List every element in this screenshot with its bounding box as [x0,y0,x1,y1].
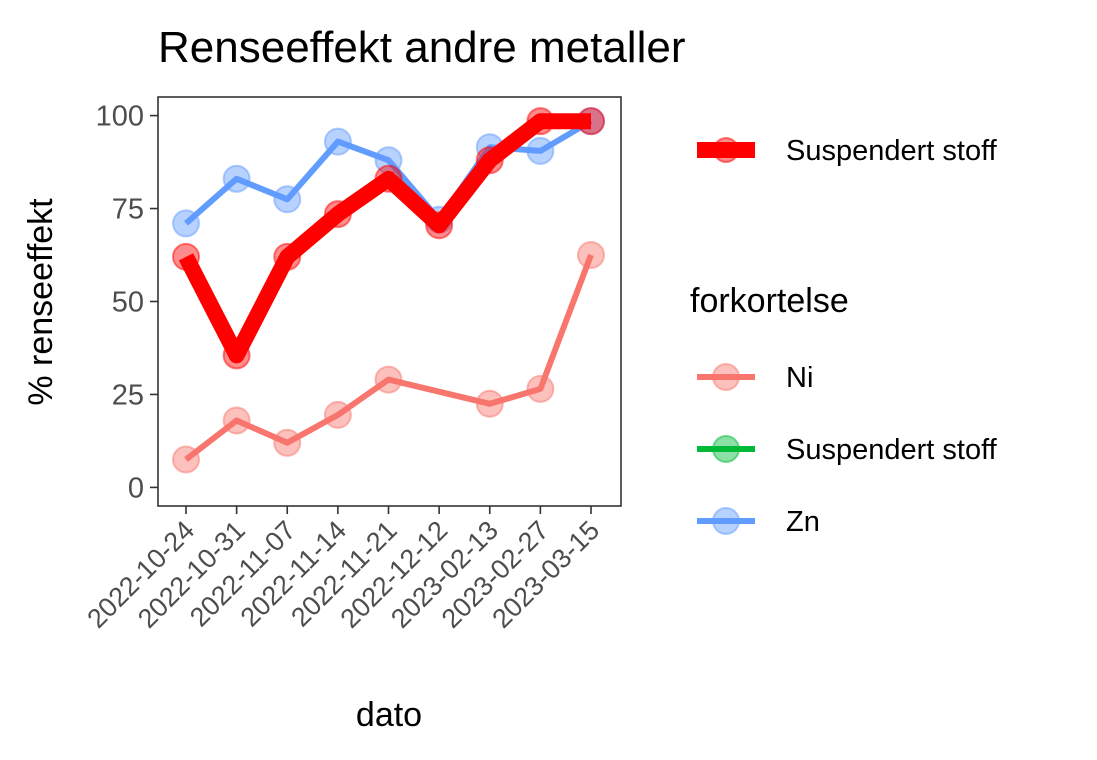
data-point-suspendert-stoff [374,164,403,193]
legend-point-suspendert-stoff [712,435,740,463]
legend-point-zn [712,507,740,535]
x-axis-label: dato [356,696,422,734]
data-point-ni [475,389,504,418]
legend-label-ni: Ni [786,362,813,394]
data-point-ni [526,374,555,403]
series-line-suspendert-stoff [178,113,591,364]
data-point-zn [172,209,200,238]
legend-entry-zn: Zn [697,506,820,538]
y-tick-label: 25 [112,379,144,411]
series-layer [172,107,605,474]
y-tick-label: 0 [128,472,144,504]
y-axis-label: % renseeffekt [22,198,60,406]
data-point-zn [222,164,251,193]
legend-top-point [713,137,739,163]
legend-point-ni [712,363,740,391]
legend-entry-suspendert-stoff: Suspendert stoff [697,434,998,466]
series-line-zn [184,118,593,226]
data-point-zn [526,136,555,165]
legend-forkortelse: forkortelse Ni Suspendert stoff Zn [690,282,998,538]
data-point-ni [172,445,200,474]
legend-suspendert-stoff: Suspendert stoff [697,135,998,167]
data-point-ni [323,400,352,429]
data-point-suspendert-stoff [273,242,302,271]
data-point-ni [374,365,403,394]
data-point-suspendert-stoff [323,200,352,229]
x-axis: 2022-10-242022-10-312022-11-072022-11-14… [81,506,605,634]
y-axis: 0 25 50 75 100 [96,101,158,504]
chart-title: Renseeffekt andre metaller [158,23,685,72]
data-point-suspendert-stoff [425,211,454,240]
data-point-suspendert-stoff [222,341,251,370]
legend-label-zn: Zn [786,506,820,538]
data-point-zn [273,185,302,214]
data-point-suspendert-stoff [172,242,200,271]
data-point-suspendert-stoff [526,107,555,136]
legend-title: forkortelse [690,282,849,320]
data-point-ni [273,428,302,457]
y-tick-label: 100 [96,101,144,133]
y-tick-label: 50 [112,287,144,319]
data-point-ni [577,241,605,270]
data-point-suspendert-stoff [577,107,605,136]
legend-label-suspendert-stoff: Suspendert stoff [786,434,998,466]
data-point-suspendert-stoff [475,146,504,175]
legend-top-label: Suspendert stoff [786,135,998,167]
y-tick-label: 75 [112,194,144,226]
series-line-ni [184,253,594,462]
data-point-zn [323,127,352,156]
data-point-ni [222,406,251,435]
legend-entry-ni: Ni [697,362,813,394]
